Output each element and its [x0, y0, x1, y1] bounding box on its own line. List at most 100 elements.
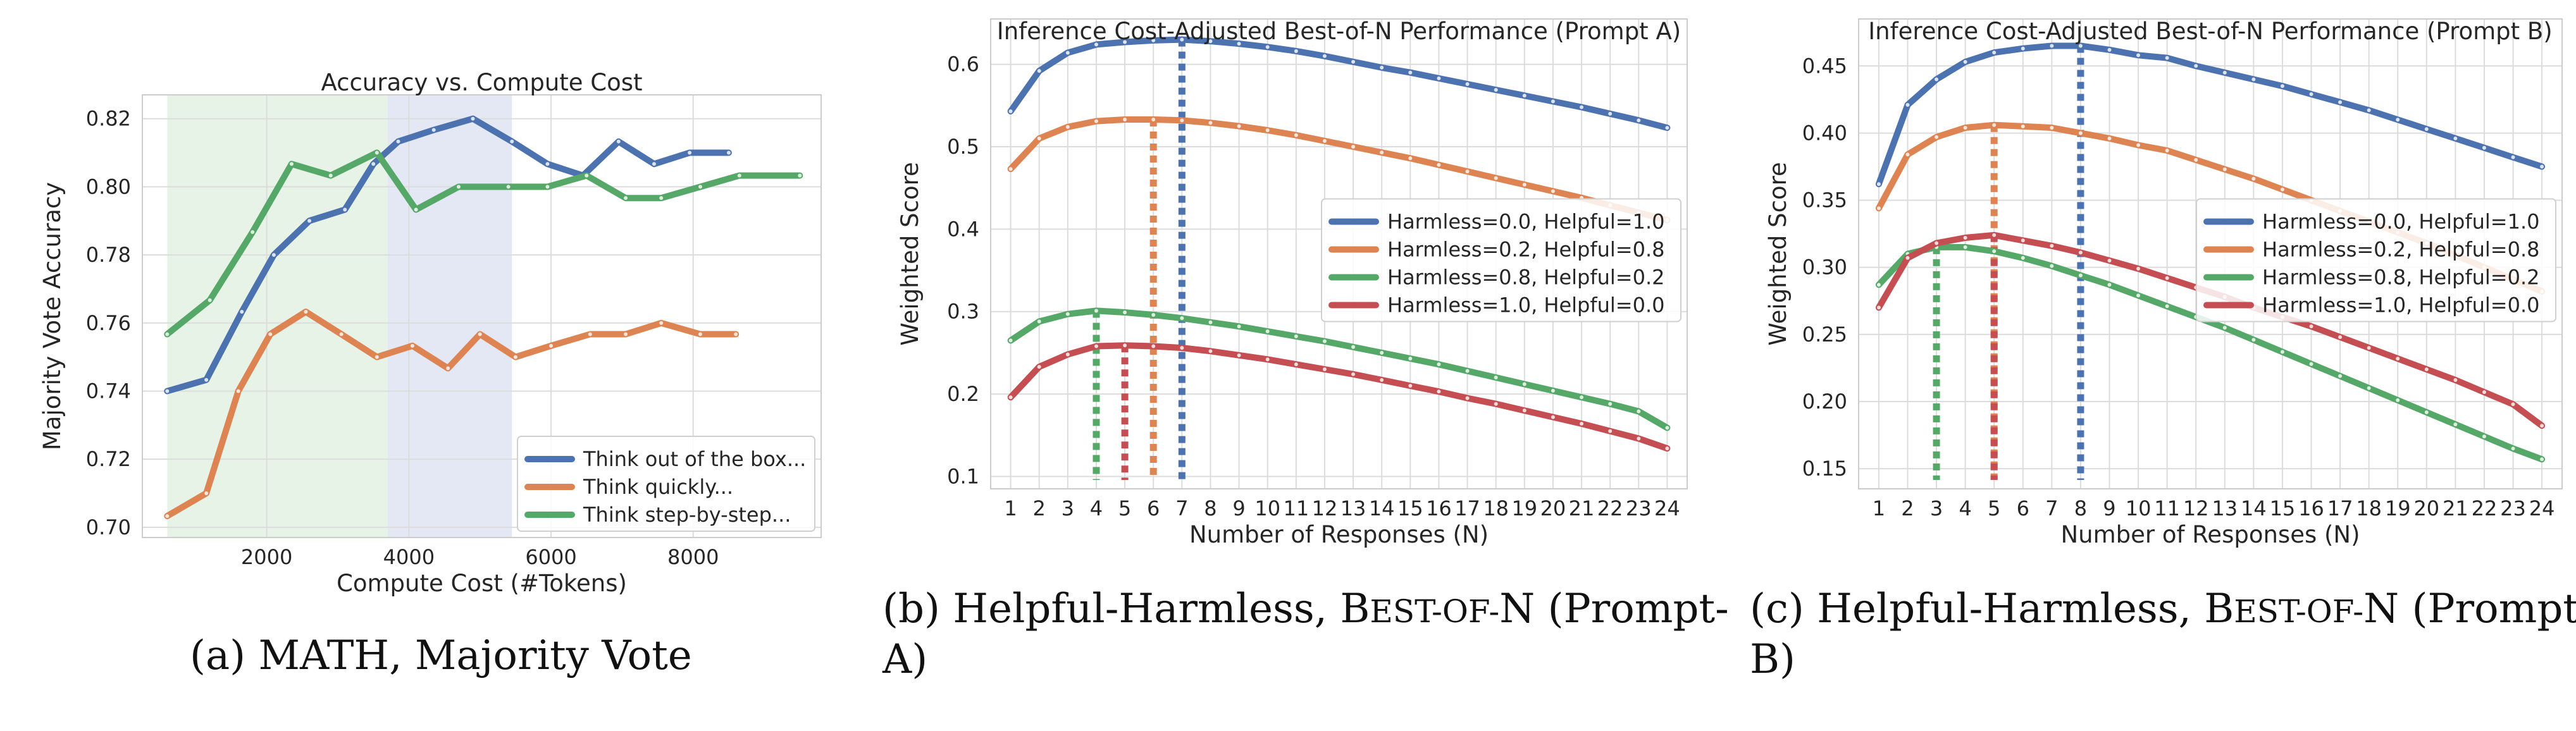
- chart-panel-2: 1 2 3 4 5 6 7 8 9 10 11 12 13 14 15 16 17 18 19 20 21 22 23 240…: [896, 18, 1688, 548]
- x-tick-label: 20: [1540, 496, 1566, 520]
- y-tick-label: 0.5: [947, 135, 979, 159]
- x-tick-label: 22: [2472, 496, 2498, 520]
- x-tick-label: 13: [1341, 496, 1366, 520]
- data-point: [1151, 312, 1156, 317]
- data-point: [271, 253, 276, 257]
- caption-smallcaps-part: EST-OF-: [1370, 593, 1499, 630]
- data-point: [688, 150, 692, 155]
- x-tick-label: 19: [2385, 496, 2411, 520]
- data-point: [207, 298, 212, 302]
- figure-caption-c: (c) Helpful-Harmless, BEST-OF-N (Prompt-: [1750, 586, 2576, 632]
- y-tick-label: 0.45: [1802, 54, 1847, 78]
- x-tick-label: 21: [2443, 496, 2468, 520]
- x-tick-label: 1: [1873, 496, 1885, 520]
- data-point: [1408, 156, 1413, 161]
- data-point: [251, 230, 255, 234]
- data-point: [1665, 446, 1669, 451]
- data-point: [1935, 77, 1939, 82]
- data-point: [1876, 283, 1881, 287]
- x-tick-label: 21: [1569, 496, 1595, 520]
- x-tick-label: 6000: [525, 545, 576, 569]
- x-tick-label: 17: [2327, 496, 2353, 520]
- data-point: [2453, 378, 2458, 383]
- series-line-3: [1875, 243, 2546, 463]
- x-tick-label: 5: [1988, 496, 2000, 520]
- data-point: [2107, 259, 2112, 263]
- data-point: [1608, 429, 1613, 433]
- data-point: [1094, 119, 1098, 123]
- y-tick-label: 0.78: [86, 243, 131, 267]
- data-point: [2107, 283, 2112, 287]
- data-point: [2280, 187, 2284, 192]
- data-point: [1876, 182, 1881, 187]
- data-point: [1551, 189, 1555, 194]
- x-tick-label: 10: [1254, 496, 1280, 520]
- x-tick-label: 9: [1232, 496, 1245, 520]
- data-point: [659, 196, 664, 200]
- data-point: [588, 332, 592, 336]
- data-point: [1294, 49, 1298, 53]
- data-point: [2338, 374, 2343, 378]
- data-point: [2165, 149, 2169, 153]
- data-point: [1008, 338, 1013, 343]
- y-tick-label: 0.15: [1802, 457, 1847, 481]
- data-point: [2078, 250, 2083, 255]
- data-point: [1123, 40, 1127, 44]
- data-point: [549, 343, 554, 348]
- data-point: [1465, 82, 1470, 86]
- series-line-4: [1007, 342, 1671, 452]
- legend-label: Harmless=1.0, Helpful=0.0: [2262, 293, 2540, 317]
- data-point: [1437, 390, 1441, 394]
- data-point: [410, 343, 414, 348]
- data-point: [2136, 293, 2141, 298]
- data-point: [2367, 346, 2371, 350]
- caption-part: (a) MATH, Majority Vote: [190, 632, 692, 679]
- x-tick-label: 9: [2103, 496, 2115, 520]
- y-tick-label: 0.76: [86, 311, 131, 335]
- data-point: [396, 139, 400, 144]
- data-point: [1905, 255, 1910, 260]
- data-point: [2396, 118, 2400, 122]
- data-point: [737, 173, 741, 178]
- data-point: [414, 207, 418, 212]
- x-tick-label: 17: [1454, 496, 1480, 520]
- data-point: [659, 321, 664, 325]
- data-point: [1008, 109, 1013, 113]
- data-point: [1180, 316, 1184, 321]
- legend: Think out of the box... Think quickly... T…: [517, 436, 815, 532]
- data-point: [1265, 329, 1270, 334]
- data-point: [1437, 362, 1441, 367]
- data-point: [2396, 357, 2400, 361]
- chart-panel-3: 1 2 3 4 5 6 7 8 9 10 11 12 13 14 15 16 17 18 19 20 21 22 23 240…: [1764, 18, 2563, 548]
- data-point: [506, 185, 511, 189]
- figure-caption-b-line2: A): [882, 636, 927, 683]
- data-point: [2453, 422, 2458, 427]
- data-point: [1351, 59, 1356, 64]
- data-point: [1992, 123, 1997, 127]
- data-point: [1237, 42, 1241, 46]
- data-point: [2424, 410, 2429, 414]
- data-point: [1180, 118, 1184, 123]
- data-point: [734, 332, 738, 336]
- data-point: [1123, 310, 1127, 315]
- data-point: [652, 162, 656, 166]
- data-point: [2107, 136, 2112, 140]
- data-point: [2309, 362, 2313, 366]
- data-point: [1637, 118, 1641, 123]
- data-point: [1963, 236, 1967, 240]
- data-point: [1905, 102, 1910, 107]
- x-axis-label: Compute Cost (#Tokens): [337, 570, 627, 597]
- x-tick-label: 6: [2017, 496, 2029, 520]
- chart-title: Accuracy vs. Compute Cost: [321, 69, 642, 96]
- x-tick-label: 11: [2154, 496, 2180, 520]
- data-point: [1351, 372, 1356, 376]
- data-point: [624, 196, 628, 200]
- data-point: [2251, 77, 2256, 82]
- data-point: [726, 150, 731, 155]
- legend-box: [1321, 198, 1681, 322]
- data-point: [165, 389, 170, 393]
- x-tick-label: 12: [1312, 496, 1338, 520]
- legend-label: Think quickly...: [583, 475, 733, 499]
- data-point: [2136, 266, 2141, 271]
- x-tick-label: 24: [1654, 496, 1680, 520]
